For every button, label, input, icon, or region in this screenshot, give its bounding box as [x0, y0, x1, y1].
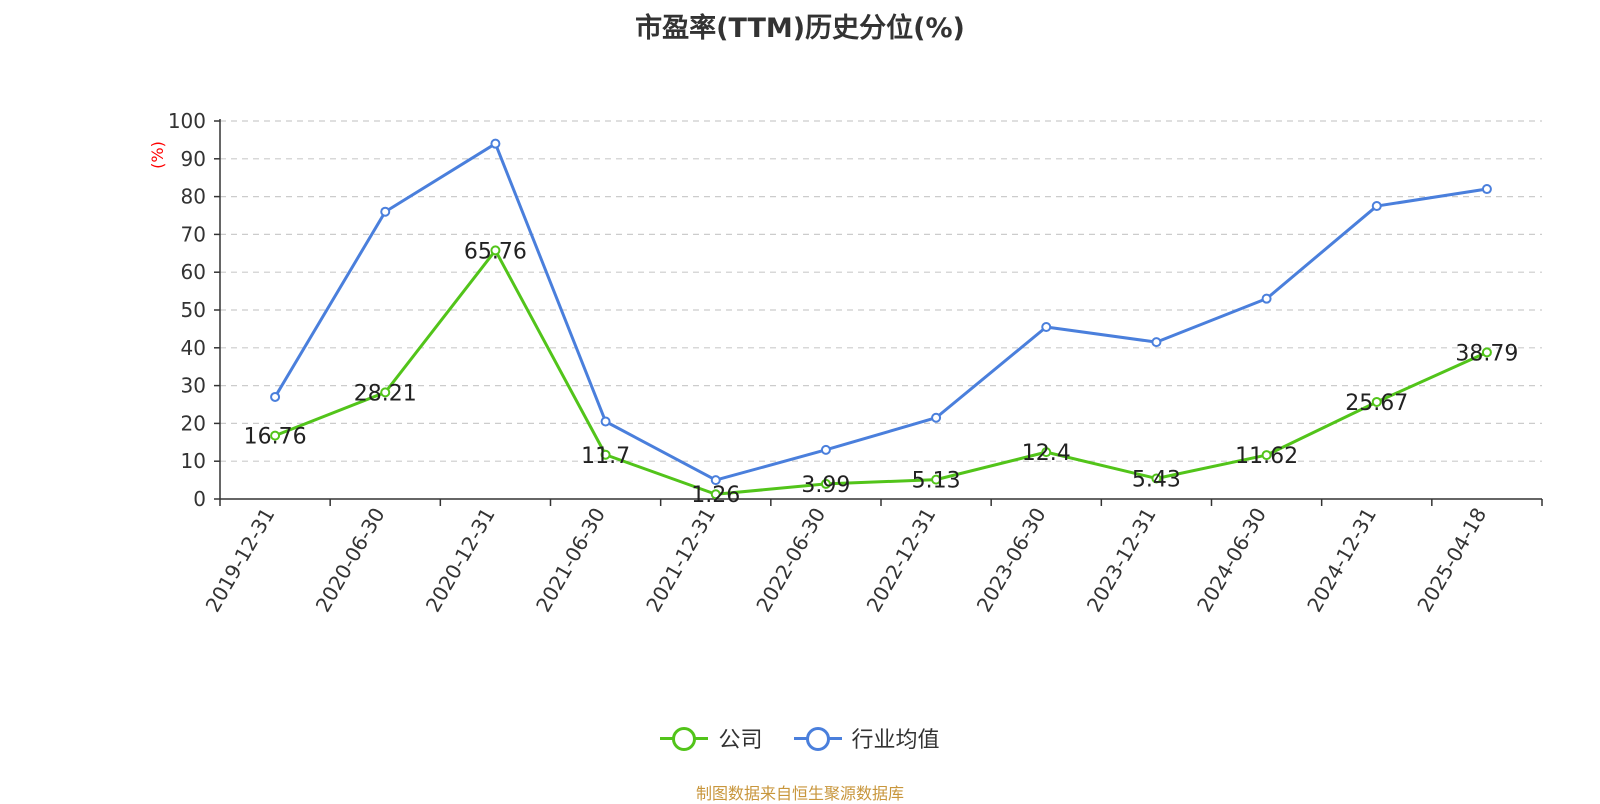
data-label: 5.43: [1132, 467, 1181, 492]
data-point-company: [600, 449, 611, 460]
series-line-company: [274, 248, 1488, 496]
axes: 0 10 20 30 40 50 60 70 80 90 100(%) 2019-12-31 2020-…: [148, 109, 1543, 617]
data-point-company: [1151, 473, 1162, 484]
data-point-industry: [270, 391, 281, 402]
x-tick-label: 2024-12-31: [1302, 504, 1381, 617]
series-line-industry: [273, 142, 1488, 482]
data-point-company: [270, 430, 281, 441]
source-note: 制图数据来自恒生聚源数据库: [695, 784, 904, 803]
data-label: 25.67: [1345, 391, 1408, 416]
chart-title: 市盈率(TTM)历史分位(%): [635, 13, 965, 44]
y-tick-label: 70: [181, 222, 206, 246]
data-point-company: [1261, 450, 1272, 461]
data-label: 1.26: [691, 483, 740, 508]
x-tick-label: 2023-06-30: [972, 504, 1051, 617]
data-label: 38.79: [1455, 341, 1518, 366]
y-tick-label: 60: [181, 260, 206, 284]
data-point-company: [710, 489, 721, 500]
data-point-industry: [1041, 322, 1052, 333]
data-point-industry: [931, 412, 942, 423]
x-tick-label: 2019-12-31: [201, 504, 280, 617]
legend-item-industry[interactable]: 行业均值: [793, 722, 940, 754]
data-label: 3.99: [801, 473, 850, 498]
legend-label-company: 公司: [718, 728, 763, 753]
data-point-industry: [820, 444, 831, 455]
x-tick-label: 2021-12-31: [641, 504, 720, 617]
data-point-company: [1371, 396, 1382, 407]
data-point-company: [1041, 447, 1052, 458]
data-point-industry: [1151, 337, 1162, 348]
y-tick-label: 0: [193, 487, 206, 511]
data-point-industry: [1261, 293, 1272, 304]
y-tick-label: 40: [181, 336, 206, 360]
data-point-industry: [710, 475, 721, 486]
x-tick-label: 2025-04-18: [1412, 504, 1491, 617]
data-point-industry: [380, 206, 391, 217]
x-tick-label: 2020-06-30: [311, 504, 390, 617]
y-tick-label: 100: [168, 109, 206, 133]
data-point-company: [490, 245, 501, 256]
data-point-industry: [1481, 184, 1492, 195]
data-point-company: [1481, 347, 1492, 358]
legend-swatch-industry: [793, 726, 842, 751]
data-point-company: [820, 478, 831, 489]
data-point-industry: [490, 138, 501, 149]
data-label: 12.4: [1022, 441, 1071, 466]
legend-item-company[interactable]: 公司: [660, 722, 763, 754]
data-point-industry: [1371, 201, 1382, 212]
x-tick-label: 2022-12-31: [862, 503, 941, 616]
data-label: 5.13: [912, 469, 961, 494]
x-tick-label: 2021-06-30: [531, 504, 610, 617]
y-tick-label: 90: [181, 147, 206, 171]
y-tick-label: 80: [181, 185, 206, 209]
series-lines: [270, 138, 1492, 500]
legend-swatch-company: [660, 726, 709, 751]
y-tick-label: 20: [181, 411, 206, 435]
y-tick-label: 10: [181, 449, 206, 473]
data-label: 16.76: [244, 425, 307, 450]
data-label: 65.76: [464, 239, 527, 264]
data-point-company: [931, 474, 942, 485]
data-label: 11.7: [581, 444, 630, 469]
x-tick-label: 2023-12-31: [1082, 504, 1161, 617]
data-labels: 16.76 28.21 65.76 11.7 1.26 3.99 5.13 12.4 5.43 1…: [244, 239, 1519, 508]
grid-lines: [220, 120, 1542, 462]
y-tick-label: 50: [181, 298, 206, 322]
legend-label-industry: 行业均值: [851, 728, 940, 753]
x-tick-label: 2022-06-30: [751, 504, 830, 617]
data-point-industry: [600, 416, 611, 427]
legend: 公司 行业均值: [0, 722, 1600, 754]
x-tick-label: 2020-12-31: [421, 503, 500, 616]
y-axis-label: (%): [148, 141, 167, 169]
data-label: 11.62: [1235, 444, 1298, 469]
y-tick-label: 30: [181, 374, 206, 398]
data-label: 28.21: [354, 381, 417, 406]
data-point-company: [380, 387, 391, 398]
x-tick-label: 2024-06-30: [1192, 504, 1271, 617]
